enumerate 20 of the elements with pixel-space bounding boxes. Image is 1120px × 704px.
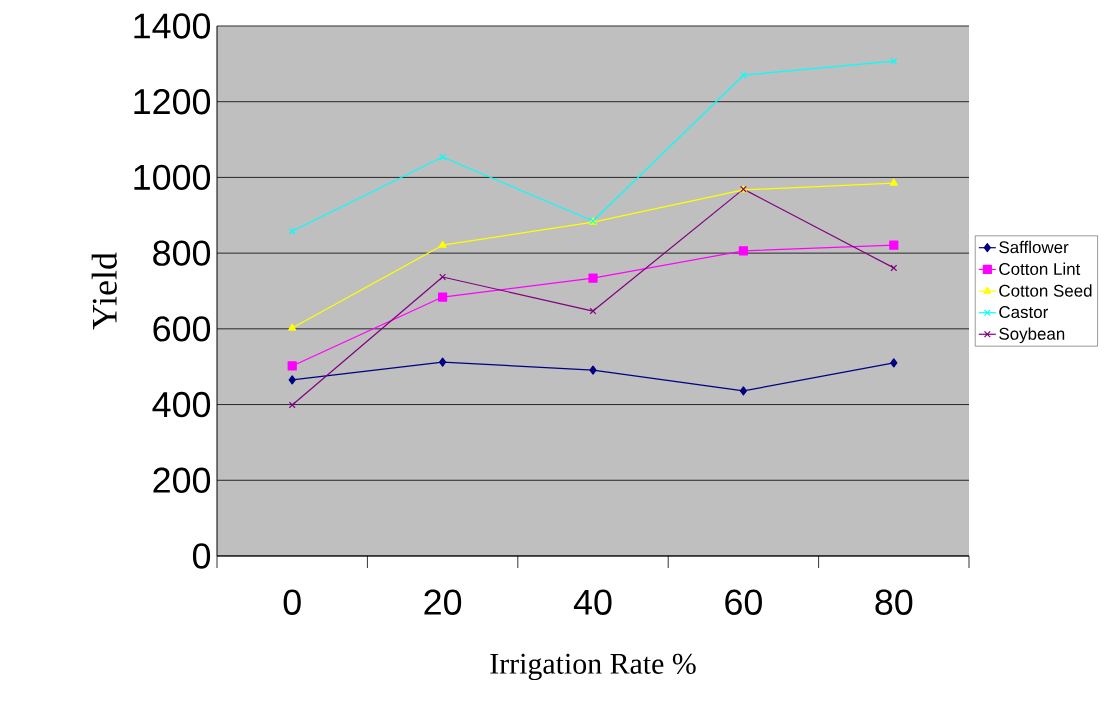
y-tick-label: 1200 (134, 89, 211, 115)
x-tick-label: 80 (875, 589, 913, 615)
y-tick-label: 400 (152, 391, 211, 418)
x-tick-label: 0 (283, 589, 301, 615)
legend-label: Cotton Seed (999, 284, 1092, 297)
y-tick-label: 200 (153, 467, 211, 493)
x-tick-label: 60 (725, 589, 762, 615)
legend-label: Safflower (999, 240, 1069, 254)
y-tick-label: 600 (153, 316, 211, 342)
x-tick-label: 20 (424, 589, 462, 615)
x-tick-label: 40 (573, 589, 612, 615)
y-tick-label: 0 (192, 543, 211, 569)
y-axis-title: Yield (91, 252, 117, 330)
x-axis-title: Irrigation Rate % (490, 653, 696, 681)
y-tick-label: 1000 (134, 164, 211, 191)
y-tick-label: 800 (153, 240, 211, 266)
legend-label: Castor (999, 306, 1049, 319)
y-tick-label: 1400 (134, 13, 211, 39)
legend-label: Cotton Lint (999, 262, 1081, 276)
legend-label: Soybean (999, 327, 1065, 344)
